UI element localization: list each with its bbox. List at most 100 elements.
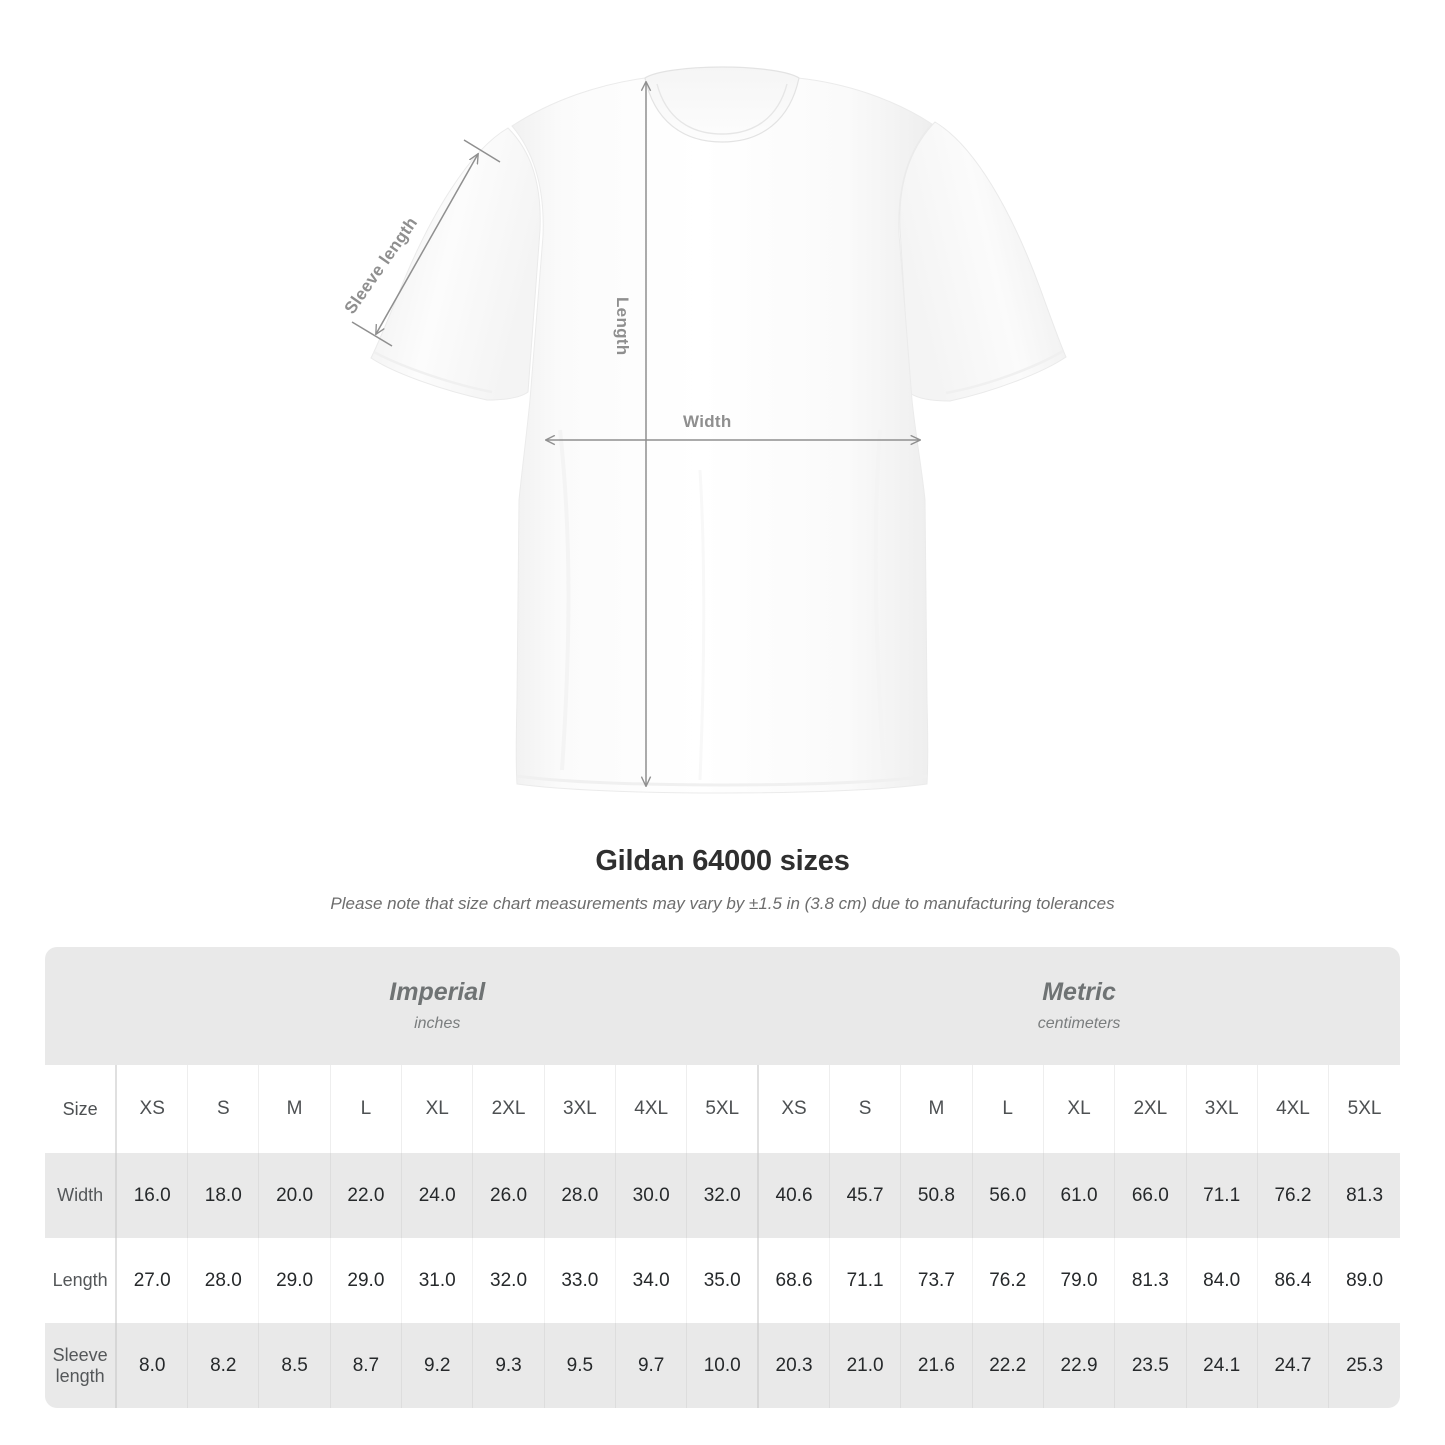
cell-length-metric-2xl: 81.3 (1114, 1238, 1186, 1323)
right-sleeve-hem (945, 349, 1064, 395)
size-header-imperial-3xl: 3XL (543, 1065, 616, 1153)
size-header-imperial-l: L (329, 1065, 402, 1153)
size-header-imperial-4xl: 4XL (614, 1065, 687, 1153)
cell-length-metric-3xl: 84.0 (1185, 1238, 1258, 1323)
size-header-imperial-s: S (187, 1065, 259, 1153)
cell-length-imperial-m: 29.0 (258, 1238, 331, 1323)
cell-sleeve-metric-m: 21.6 (900, 1323, 973, 1408)
cell-length-imperial-3xl: 33.0 (543, 1238, 616, 1323)
cell-sleeve-metric-xl: 22.9 (1042, 1323, 1115, 1408)
cell-sleeve-metric-3xl: 24.1 (1185, 1323, 1258, 1408)
cell-sleeve-imperial-5xl: 10.0 (686, 1323, 759, 1408)
shirt-body (511, 77, 933, 794)
cell-sleeve-imperial-xl: 9.2 (401, 1323, 473, 1408)
cell-width-imperial-3xl: 28.0 (543, 1153, 616, 1238)
right-sleeve (899, 121, 1067, 402)
sleeve-tick-top (463, 139, 501, 163)
cell-length-metric-xl: 79.0 (1042, 1238, 1115, 1323)
cell-length-imperial-4xl: 34.0 (614, 1238, 687, 1323)
cell-sleeve-imperial-xs: 8.0 (115, 1323, 188, 1408)
cell-width-imperial-l: 22.0 (329, 1153, 402, 1238)
cell-length-imperial-s: 28.0 (187, 1238, 259, 1323)
size-header-imperial-m: M (258, 1065, 331, 1153)
size-header-metric-xs: XS (757, 1065, 830, 1153)
size-header-metric-m: M (900, 1065, 973, 1153)
size-header-imperial-2xl: 2XL (472, 1065, 545, 1153)
unit-cell-metric: Metric centimeters (758, 947, 1400, 1065)
size-header-metric-4xl: 4XL (1256, 1065, 1329, 1153)
cell-sleeve-imperial-2xl: 9.3 (472, 1323, 545, 1408)
cell-width-imperial-2xl: 26.0 (472, 1153, 545, 1238)
cell-sleeve-metric-s: 21.0 (828, 1323, 901, 1408)
size-header-metric-xl: XL (1042, 1065, 1115, 1153)
cell-sleeve-imperial-l: 8.7 (329, 1323, 402, 1408)
title-block: Gildan 64000 sizes Please note that size… (0, 845, 1445, 914)
cell-sleeve-metric-4xl: 24.7 (1256, 1323, 1329, 1408)
unit-name-imperial: Imperial (389, 978, 486, 1007)
unit-sub-imperial: inches (414, 1014, 461, 1032)
unit-cell-imperial: Imperial inches (116, 947, 759, 1065)
cell-sleeve-metric-2xl: 23.5 (1114, 1323, 1186, 1408)
sleeve-tick-bottom (351, 321, 393, 347)
size-header-imperial-5xl: 5XL (686, 1065, 759, 1153)
collar-inner-seam (656, 83, 788, 135)
cell-length-metric-m: 73.7 (900, 1238, 973, 1323)
cell-width-metric-xl: 61.0 (1042, 1153, 1115, 1238)
tshirt-diagram: Width Length Sleeve length (341, 66, 1067, 794)
cell-length-imperial-l: 29.0 (329, 1238, 402, 1323)
tshirt-illustration (351, 66, 1067, 794)
left-sleeve (370, 127, 541, 401)
cell-width-metric-3xl: 71.1 (1185, 1153, 1258, 1238)
cell-width-imperial-m: 20.0 (258, 1153, 331, 1238)
cell-sleeve-metric-5xl: 25.3 (1328, 1323, 1400, 1408)
sleeve-dimension-line (376, 154, 478, 334)
cell-length-metric-4xl: 86.4 (1256, 1238, 1329, 1323)
row-label-width: Width (45, 1153, 117, 1238)
table-row: Sleeve length 8.0 8.2 8.5 8.7 9.2 9.3 9.… (45, 1323, 1400, 1408)
unit-name-metric: Metric (1042, 978, 1116, 1007)
cell-width-imperial-5xl: 32.0 (686, 1153, 759, 1238)
cell-width-metric-4xl: 76.2 (1256, 1153, 1329, 1238)
row-label-sleeve-length: Sleeve length (45, 1323, 117, 1408)
unit-banner-row: Imperial inches Metric centimeters (45, 947, 1400, 1065)
cell-length-imperial-xl: 31.0 (401, 1238, 473, 1323)
cell-sleeve-metric-l: 22.2 (971, 1323, 1044, 1408)
fabric-fold (558, 429, 571, 771)
cell-sleeve-imperial-4xl: 9.7 (614, 1323, 687, 1408)
cell-sleeve-imperial-3xl: 9.5 (543, 1323, 616, 1408)
length-dimension-label: Length (613, 297, 632, 356)
cell-width-imperial-xl: 24.0 (401, 1153, 473, 1238)
size-header-metric-s: S (828, 1065, 901, 1153)
cell-length-imperial-5xl: 35.0 (686, 1238, 759, 1323)
cell-sleeve-imperial-s: 8.2 (187, 1323, 259, 1408)
hem-seam (516, 774, 928, 787)
cell-width-imperial-xs: 16.0 (115, 1153, 188, 1238)
cell-width-metric-m: 50.8 (900, 1153, 973, 1238)
cell-width-metric-s: 45.7 (828, 1153, 901, 1238)
cell-length-imperial-2xl: 32.0 (472, 1238, 545, 1323)
cell-length-metric-s: 71.1 (828, 1238, 901, 1323)
cell-width-metric-2xl: 66.0 (1114, 1153, 1186, 1238)
size-header-row: Size XS S M L XL 2XL 3XL 4XL 5XL XS S M … (45, 1065, 1400, 1153)
cell-width-metric-xs: 40.6 (757, 1153, 830, 1238)
size-header-imperial-xs: XS (115, 1065, 188, 1153)
size-header-metric-5xl: 5XL (1328, 1065, 1400, 1153)
cell-length-metric-5xl: 89.0 (1328, 1238, 1400, 1323)
size-header-metric-l: L (971, 1065, 1044, 1153)
cell-sleeve-imperial-m: 8.5 (258, 1323, 331, 1408)
size-header-imperial-xl: XL (401, 1065, 473, 1153)
width-dimension-label: Width (683, 412, 732, 431)
unit-spacer-cell (45, 947, 117, 1065)
size-chart-table-wrapper: Imperial inches Metric centimeters Size … (45, 947, 1400, 1408)
fabric-fold (698, 469, 706, 781)
cell-width-imperial-4xl: 30.0 (614, 1153, 687, 1238)
left-sleeve-hem (373, 350, 493, 394)
size-chart-table: Imperial inches Metric centimeters Size … (45, 947, 1400, 1408)
page-title: Gildan 64000 sizes (595, 845, 850, 877)
cell-length-metric-xs: 68.6 (757, 1238, 830, 1323)
size-header-label: Size (45, 1065, 117, 1153)
table-row: Length 27.0 28.0 29.0 29.0 31.0 32.0 33.… (45, 1238, 1400, 1323)
fabric-fold (873, 429, 886, 771)
tolerance-note: Please note that size chart measurements… (330, 894, 1115, 913)
table-row: Width 16.0 18.0 20.0 22.0 24.0 26.0 28.0… (45, 1153, 1400, 1238)
